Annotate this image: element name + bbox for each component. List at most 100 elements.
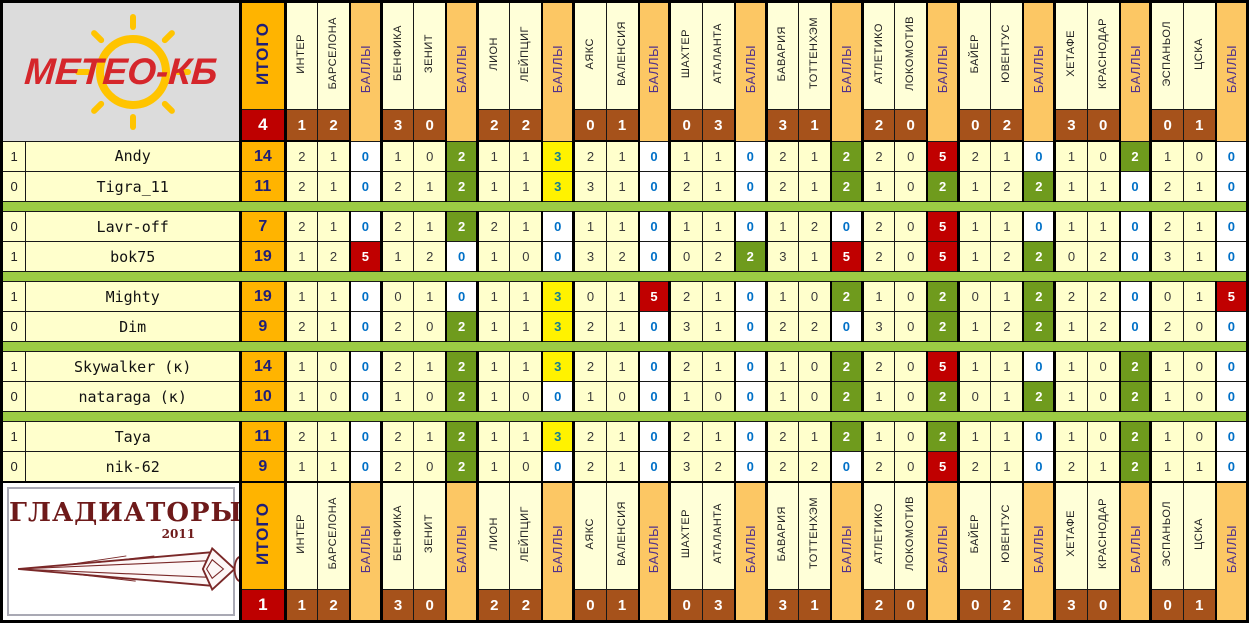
pair-separator-band xyxy=(1,411,1248,422)
match-score-away: 1 xyxy=(1182,109,1217,142)
match-home-header-label: АТЛЕТИКО xyxy=(872,23,885,84)
points-earned: 2 xyxy=(926,171,960,202)
prediction-home: 0 xyxy=(957,281,992,312)
points-earned: 0 xyxy=(1214,311,1248,342)
prediction-away: 1 xyxy=(605,351,640,382)
prediction-away: 1 xyxy=(990,351,1024,382)
prediction-home: 1 xyxy=(476,241,511,272)
points-earned: 0 xyxy=(1022,351,1056,382)
points-earned: 0 xyxy=(1214,381,1248,412)
points-column-header-label: БАЛЛЫ xyxy=(935,524,951,574)
prediction-home: 1 xyxy=(957,311,992,342)
player-row: 0 Lavr-off 7 2 1 0 2 1 2 2 1 0 1 1 0 1 1 0 1 2 0 2 0 5 1 1 0 1 1 0 2 1 0 xyxy=(0,211,1248,242)
gladiators-logo-cell: ГЛАДИАТОРЫ 2011 xyxy=(0,481,242,622)
match-home-header: БАЙЕР xyxy=(957,481,992,590)
prediction-home: 1 xyxy=(476,381,511,412)
match-home-header: ШАХТЕР xyxy=(668,481,703,590)
points-earned: 2 xyxy=(1118,451,1152,483)
points-earned: 2 xyxy=(926,381,960,412)
match-away-header: ВАЛЕНСИЯ xyxy=(605,481,640,590)
points-column-header-label: БАЛЛЫ xyxy=(550,45,566,94)
prediction-home: 2 xyxy=(283,171,319,202)
match-score-home: 0 xyxy=(957,109,992,142)
prediction-home: 1 xyxy=(1053,381,1088,412)
prediction-home: 2 xyxy=(764,451,800,483)
points-earned: 0 xyxy=(733,311,767,342)
match-away-header-label: ЛЕЙПЦИГ xyxy=(519,505,532,562)
prediction-home: 2 xyxy=(957,451,992,483)
match-away-header-label: ЛОКОМОТИВ xyxy=(904,496,917,571)
prediction-away: 2 xyxy=(798,311,832,342)
match-away-header: ТОТТЕНХЭМ xyxy=(798,1,832,110)
meteo-kb-logo-text: МЕТЕО-КБ xyxy=(23,51,219,93)
points-column-header: БАЛЛЫ xyxy=(1022,481,1056,622)
prediction-home: 1 xyxy=(476,171,511,202)
prediction-home: 1 xyxy=(957,211,992,242)
points-earned: 2 xyxy=(926,281,960,312)
points-column-header-label: БАЛЛЫ xyxy=(838,45,854,94)
prediction-away: 1 xyxy=(990,281,1024,312)
prediction-home: 1 xyxy=(1053,351,1088,382)
header-label-row: МЕТЕО-КБ ИТОГО ИНТЕР БАРСЕЛОНА БАЛЛЫ БЕНФИКА… xyxy=(0,1,1248,142)
prediction-home: 1 xyxy=(1053,311,1088,342)
match-score-home: 3 xyxy=(764,109,800,142)
prediction-away: 1 xyxy=(509,281,543,312)
match-score-home: 2 xyxy=(860,109,896,142)
player-name: nataraga (к) xyxy=(25,381,242,412)
prediction-away: 1 xyxy=(701,311,736,342)
prediction-home: 3 xyxy=(668,311,703,342)
prediction-away: 1 xyxy=(1182,171,1217,202)
prediction-home: 1 xyxy=(283,241,319,272)
prediction-home: 2 xyxy=(1149,211,1184,242)
header-label-row: ГЛАДИАТОРЫ 2011 ИТОГО И xyxy=(0,481,1248,622)
prediction-away: 2 xyxy=(605,241,640,272)
points-earned: 0 xyxy=(637,381,671,412)
match-away-header-label: ЮВЕНТУС xyxy=(1000,24,1013,83)
duel-result: 1 xyxy=(0,351,27,382)
duel-result: 1 xyxy=(0,421,27,452)
total-column-header: ИТОГО xyxy=(239,481,286,590)
prediction-home: 2 xyxy=(1149,311,1184,342)
player-name: Dim xyxy=(25,311,242,342)
points-column-header-label: БАЛЛЫ xyxy=(646,524,662,574)
meteo-kb-logo: МЕТЕО-КБ xyxy=(3,3,239,140)
prediction-away: 0 xyxy=(894,281,928,312)
match-score-away: 0 xyxy=(413,589,447,622)
sun-ring xyxy=(96,34,171,109)
points-earned: 0 xyxy=(1022,140,1056,172)
match-away-header: АТАЛАНТА xyxy=(701,481,736,590)
prediction-away: 1 xyxy=(413,351,447,382)
match-away-header-label: ВАЛЕНСИЯ xyxy=(615,21,628,86)
match-home-header-label: ЭСПАНЬОЛ xyxy=(1161,500,1174,567)
match-home-header-label: АЯКС xyxy=(583,517,596,550)
total-column-header-label: ИТОГО xyxy=(253,21,273,86)
points-earned: 0 xyxy=(1214,140,1248,172)
points-column-header: БАЛЛЫ xyxy=(445,481,479,622)
player-name: Skywalker (к) xyxy=(25,351,242,382)
points-earned: 2 xyxy=(445,311,479,342)
points-earned: 5 xyxy=(926,241,960,272)
prediction-home: 2 xyxy=(476,211,511,242)
points-earned: 2 xyxy=(445,451,479,483)
pair-separator-band xyxy=(1,271,1248,282)
match-home-header: ИНТЕР xyxy=(283,481,319,590)
prediction-home: 1 xyxy=(957,351,992,382)
prediction-away: 1 xyxy=(701,171,736,202)
match-home-header-label: ЛИОН xyxy=(487,516,500,551)
match-score-home: 3 xyxy=(764,589,800,622)
points-column-header-label: БАЛЛЫ xyxy=(1223,45,1239,94)
points-earned: 0 xyxy=(733,451,767,483)
team-total: 1 xyxy=(239,589,286,622)
total-column-header: ИТОГО xyxy=(239,1,286,110)
prediction-home: 2 xyxy=(860,140,896,172)
points-earned: 0 xyxy=(348,211,382,242)
points-column-header-label: БАЛЛЫ xyxy=(1127,45,1143,94)
prediction-home: 2 xyxy=(1053,281,1088,312)
points-earned: 3 xyxy=(541,140,575,172)
points-earned: 0 xyxy=(637,211,671,242)
points-earned: 0 xyxy=(1214,351,1248,382)
points-column-header-label: БАЛЛЫ xyxy=(454,45,470,94)
points-earned: 0 xyxy=(829,311,863,342)
prediction-home: 1 xyxy=(572,381,607,412)
